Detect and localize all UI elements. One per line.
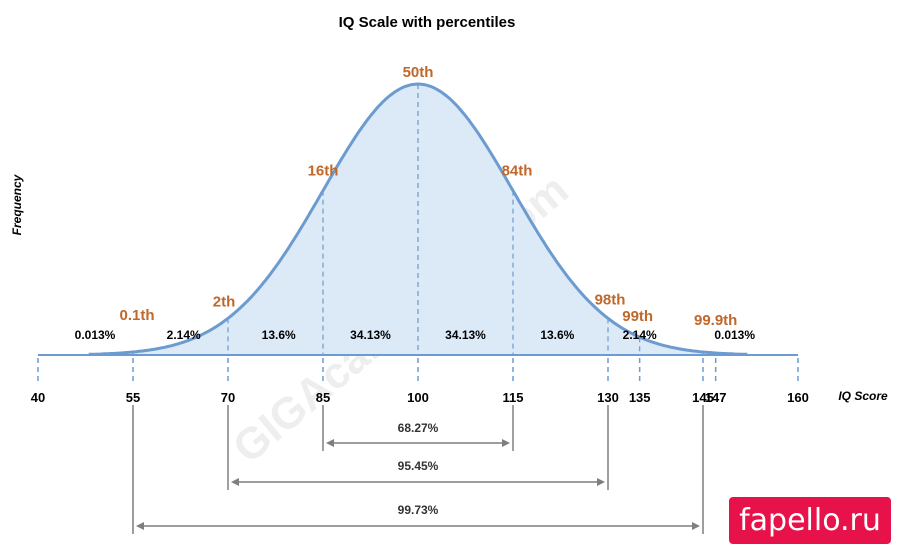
region-percent-label: 34.13% <box>445 328 486 342</box>
range-arrow-head <box>136 522 144 530</box>
percentile-label: 16th <box>308 163 339 180</box>
distribution-curve <box>88 82 748 356</box>
tick-label: 40 <box>31 390 45 405</box>
tick-label: 55 <box>126 390 140 405</box>
tick-label: 100 <box>407 390 429 405</box>
region-percent-label: 34.13% <box>350 328 391 342</box>
tick-label: 70 <box>221 390 235 405</box>
region-percent-label: 13.6% <box>262 328 296 342</box>
percentile-label: 84th <box>502 163 533 180</box>
range-label: 95.45% <box>398 459 439 473</box>
y-axis-title: Frequency <box>10 173 24 235</box>
percentile-lines <box>132 84 717 355</box>
region-labels: 0.013% 2.14% 13.6% 34.13% 34.13% 13.6% 2.14% 0.… <box>75 328 756 342</box>
tick-label: 147 <box>705 390 727 405</box>
chart-title: IQ Scale with percentiles <box>339 14 516 31</box>
region-percent-label: 2.14% <box>623 328 657 342</box>
region-percent-label: 2.14% <box>167 328 201 342</box>
region-percent-label: 0.013% <box>714 328 755 342</box>
percentile-label: 98th <box>595 291 626 308</box>
range-arrow-head <box>326 439 334 447</box>
percentile-label: 0.1th <box>119 307 154 324</box>
percentile-label: 2th <box>213 293 236 310</box>
range-arrow-head <box>231 478 239 486</box>
percentile-label: 50th <box>403 64 434 81</box>
percentile-label: 99th <box>622 308 653 325</box>
range-label: 68.27% <box>398 421 439 435</box>
percentile-label: 99.9th <box>694 312 737 329</box>
region-percent-label: 13.6% <box>540 328 574 342</box>
tick-label: 115 <box>503 390 524 405</box>
x-axis-title: IQ Score <box>838 389 888 403</box>
tick-label: 160 <box>787 390 809 405</box>
range-arrows: 68.27% 95.45% 99.73% <box>132 405 704 534</box>
range-arrow-head <box>502 439 510 447</box>
range-arrow-head <box>692 522 700 530</box>
region-percent-label: 0.013% <box>75 328 116 342</box>
brand-badge: fapello.ru <box>729 497 891 544</box>
tick-label: 145 <box>692 390 714 405</box>
tick-label: 135 <box>629 390 651 405</box>
range-label: 99.73% <box>398 503 439 517</box>
tick-label: 85 <box>316 390 330 405</box>
range-arrow-head <box>597 478 605 486</box>
tick-label: 130 <box>597 390 619 405</box>
